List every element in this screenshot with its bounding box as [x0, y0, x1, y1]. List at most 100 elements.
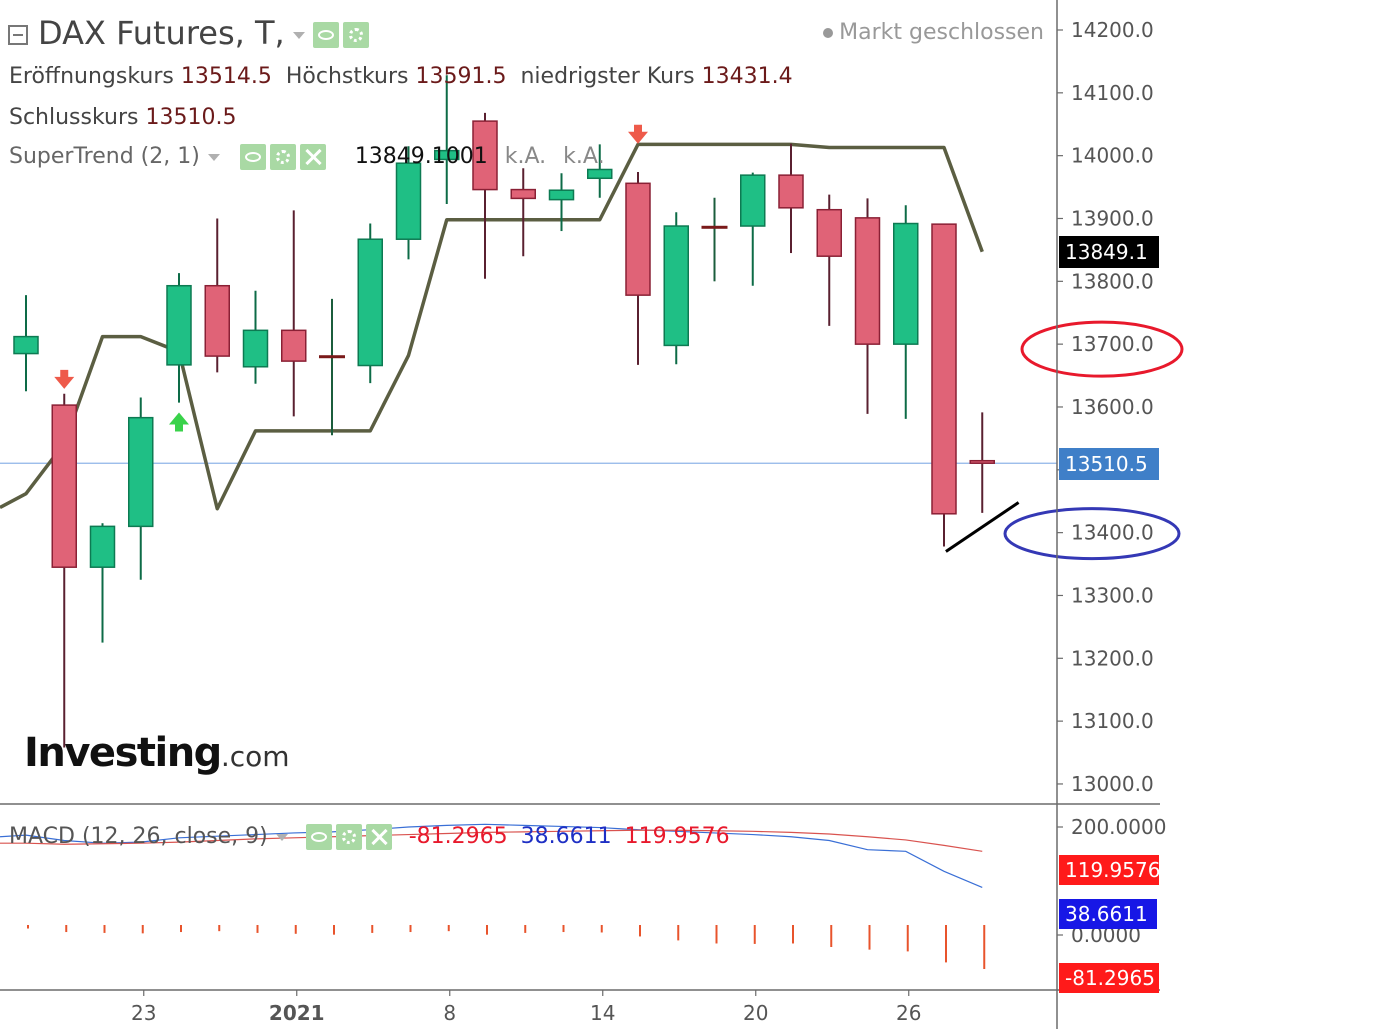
close-icon[interactable] [365, 824, 392, 850]
time-tick-label: 14 [590, 1001, 615, 1025]
candle-body [281, 329, 307, 362]
open-value: 13514.5 [180, 64, 272, 89]
time-tick-label: 23 [131, 1001, 156, 1025]
candle [663, 212, 689, 365]
close-label: Schlusskurs [9, 105, 139, 130]
candle [51, 393, 77, 748]
macd-line-value: 38.6611 [520, 824, 612, 849]
candle-body [587, 168, 613, 180]
chevron-down-icon[interactable] [207, 153, 220, 161]
candle [701, 197, 728, 282]
candle-body [319, 355, 345, 359]
price-tick-label: 13700.0 [1071, 332, 1154, 356]
price-tick-label: 13200.0 [1071, 646, 1154, 670]
candle [357, 223, 383, 384]
gear-icon[interactable] [335, 824, 362, 850]
price-axis[interactable]: 14200.0 14100.0 14000.0 13900.0 13800.0 13700… [0, 0, 1160, 1029]
price-tick-label: 14100.0 [1071, 81, 1154, 105]
sell-arrow-icon [628, 124, 648, 144]
collapse-pane-icon[interactable] [8, 25, 28, 45]
candle-body [242, 329, 269, 368]
supertrend-label: SuperTrend (2, 1) [9, 144, 200, 169]
blue-highlight-ellipse [1003, 507, 1181, 561]
candle-body [395, 162, 422, 240]
candle-body [13, 335, 39, 355]
time-axis[interactable]: 23 2021 8 14 20 26 [131, 990, 921, 1025]
macd-line-price-label: 38.6611 [1059, 899, 1157, 929]
candle [740, 172, 766, 286]
macd-hist-value: -81.2965 [408, 824, 508, 849]
candle [816, 194, 842, 326]
candle [281, 210, 307, 417]
candle-body [548, 189, 575, 201]
close-price-label: 13510.5 [1059, 448, 1159, 480]
time-tick-label: 20 [743, 1001, 768, 1025]
candle [854, 198, 881, 414]
candle [625, 171, 651, 365]
price-tick-label: 13600.0 [1071, 395, 1154, 419]
chevron-down-icon[interactable] [275, 833, 288, 841]
close-value: 13510.5 [145, 105, 237, 130]
close-icon[interactable] [299, 144, 326, 170]
price-tick-label: 13000.0 [1071, 772, 1154, 796]
candle-body [740, 174, 766, 227]
supertrend-price-label: 13849.1 [1059, 236, 1159, 268]
candle-body [625, 182, 651, 296]
candle [969, 412, 995, 513]
candle-body [89, 525, 116, 568]
candle-body [778, 174, 804, 209]
candle-body [854, 217, 881, 345]
price-tick-label: 13100.0 [1071, 709, 1154, 733]
price-tick-label: 14000.0 [1071, 144, 1154, 168]
market-status: Markt geschlossen [823, 20, 1044, 45]
chevron-down-icon[interactable] [292, 31, 305, 39]
eye-icon[interactable] [239, 144, 266, 170]
gear-icon[interactable] [269, 144, 296, 170]
supertrend-legend: SuperTrend (2, 1) 13849.1001 k.A. k.A. [9, 144, 605, 170]
candle [89, 523, 116, 643]
candle [472, 112, 498, 279]
candle [893, 205, 919, 419]
eye-icon[interactable] [312, 22, 339, 48]
candle [13, 295, 39, 392]
candle-body [893, 222, 919, 345]
candle [204, 218, 230, 373]
candle-body [166, 284, 192, 366]
candle [395, 146, 422, 260]
candle [510, 168, 536, 257]
candle-body [510, 188, 536, 200]
annotations [945, 320, 1184, 561]
candle-body [663, 225, 689, 347]
candle-body [816, 208, 842, 257]
candle-body [128, 416, 154, 528]
price-tick-label: 13800.0 [1071, 269, 1154, 293]
price-tick-label: 14200.0 [1071, 18, 1154, 42]
status-dot-icon [823, 28, 834, 38]
eye-icon[interactable] [305, 824, 332, 850]
candle-body [204, 284, 230, 357]
candle [319, 298, 345, 436]
low-value: 13431.4 [701, 64, 793, 89]
supertrend-value: 13849.1001 [354, 144, 488, 169]
candle-body [472, 120, 498, 191]
buy-arrow-icon [169, 412, 189, 432]
candle [587, 144, 613, 198]
gear-icon[interactable] [342, 22, 369, 48]
logo-suffix: .com [220, 740, 290, 773]
ohlc-row: Eröffnungskurs 13514.5 Höchstkurs 13591.… [9, 64, 793, 89]
market-status-text: Markt geschlossen [839, 20, 1044, 45]
sell-arrow-icon [54, 369, 75, 389]
open-label: Eröffnungskurs [9, 64, 174, 89]
time-tick-label: 8 [443, 1001, 456, 1025]
high-value: 13591.5 [415, 64, 507, 89]
candle [128, 397, 154, 580]
supertrend-na-1: k.A. [504, 144, 547, 169]
candle-body [51, 404, 77, 568]
macd-hist-price-label: -81.2965 [1059, 963, 1159, 993]
candle-body [969, 459, 995, 464]
candle [778, 143, 804, 254]
macd-signal-price-label: 119.9576 [1059, 855, 1160, 885]
macd-signal-value: 119.9576 [624, 824, 730, 849]
